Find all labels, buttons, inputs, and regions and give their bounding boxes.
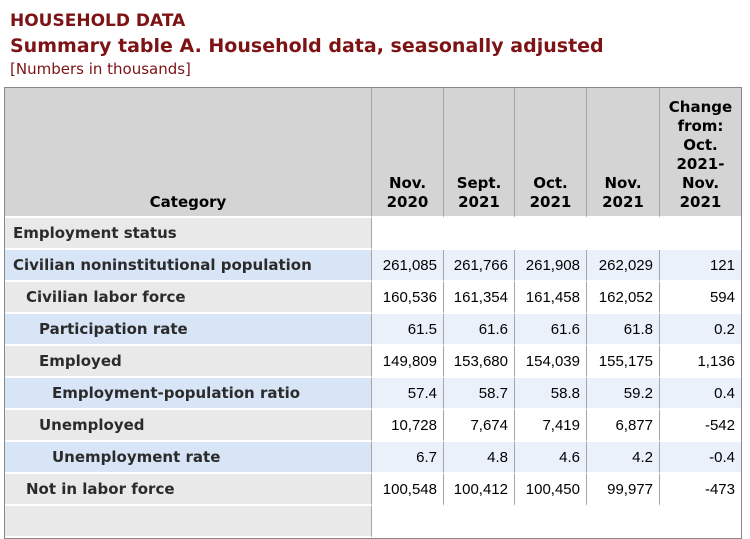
column-header-sept-2021: Sept. 2021 <box>443 88 514 218</box>
column-header-oct-2021: Oct. 2021 <box>514 88 586 218</box>
value-cell: 153,680 <box>443 346 514 378</box>
value-cell: 61.8 <box>586 314 659 346</box>
value-cell: 4.2 <box>586 442 659 474</box>
value-cell: 57.4 <box>371 378 443 410</box>
section-kicker: HOUSEHOLD DATA <box>10 11 186 31</box>
row-label: Not in labor force <box>5 474 371 506</box>
value-cell: 162,052 <box>586 282 659 314</box>
value-cell: 100,450 <box>514 474 586 506</box>
value-cell: 160,536 <box>371 282 443 314</box>
change-value-cell: 1,136 <box>659 346 741 378</box>
partial-row-empty-cell <box>371 506 741 538</box>
value-cell: 59.2 <box>586 378 659 410</box>
change-value-cell: 121 <box>659 250 741 282</box>
change-value-cell: 594 <box>659 282 741 314</box>
row-label: Employed <box>5 346 371 378</box>
value-cell: 100,548 <box>371 474 443 506</box>
value-cell: 6,877 <box>586 410 659 442</box>
partial-row-label-cell <box>5 506 371 538</box>
table-row: Employment-population ratio 57.4 58.7 58… <box>5 378 741 410</box>
section-label: Employment status <box>5 218 371 250</box>
table-row: Employed 149,809 153,680 154,039 155,175… <box>5 346 741 378</box>
section-empty-cell <box>371 218 741 250</box>
table-row: Civilian noninstitutional population 261… <box>5 250 741 282</box>
column-header-nov-2021: Nov. 2021 <box>586 88 659 218</box>
value-cell: 6.7 <box>371 442 443 474</box>
table-row: Unemployed 10,728 7,674 7,419 6,877 -542 <box>5 410 741 442</box>
table-row: Participation rate 61.5 61.6 61.6 61.8 0… <box>5 314 741 346</box>
value-cell: 99,977 <box>586 474 659 506</box>
row-label: Participation rate <box>5 314 371 346</box>
value-cell: 61.5 <box>371 314 443 346</box>
column-header-change: Change from: Oct. 2021- Nov. 2021 <box>659 88 741 218</box>
change-value-cell: 0.2 <box>659 314 741 346</box>
value-cell: 155,175 <box>586 346 659 378</box>
value-cell: 4.8 <box>443 442 514 474</box>
row-label: Unemployment rate <box>5 442 371 474</box>
row-label: Unemployed <box>5 410 371 442</box>
change-value-cell: -542 <box>659 410 741 442</box>
value-cell: 61.6 <box>443 314 514 346</box>
change-value-cell: -473 <box>659 474 741 506</box>
partial-row-clipped <box>5 506 741 538</box>
row-label: Employment-population ratio <box>5 378 371 410</box>
household-data-table: Category Nov. 2020 Sept. 2021 Oct. 2021 … <box>4 87 742 539</box>
value-cell: 262,029 <box>586 250 659 282</box>
value-cell: 149,809 <box>371 346 443 378</box>
value-cell: 7,674 <box>443 410 514 442</box>
value-cell: 61.6 <box>514 314 586 346</box>
page-title: Summary table A. Household data, seasona… <box>10 35 604 57</box>
change-value-cell: 0.4 <box>659 378 741 410</box>
value-cell: 161,354 <box>443 282 514 314</box>
header-row: Category Nov. 2020 Sept. 2021 Oct. 2021 … <box>5 88 741 218</box>
column-header-category: Category <box>5 88 371 218</box>
value-cell: 58.8 <box>514 378 586 410</box>
row-label: Civilian noninstitutional population <box>5 250 371 282</box>
section-row-employment-status: Employment status <box>5 218 741 250</box>
column-header-nov-2020: Nov. 2020 <box>371 88 443 218</box>
value-cell: 161,458 <box>514 282 586 314</box>
table-row: Not in labor force 100,548 100,412 100,4… <box>5 474 741 506</box>
value-cell: 261,085 <box>371 250 443 282</box>
row-label: Civilian labor force <box>5 282 371 314</box>
value-cell: 261,908 <box>514 250 586 282</box>
table-row: Civilian labor force 160,536 161,354 161… <box>5 282 741 314</box>
value-cell: 10,728 <box>371 410 443 442</box>
units-note: [Numbers in thousands] <box>10 60 191 78</box>
table-row: Unemployment rate 6.7 4.8 4.6 4.2 -0.4 <box>5 442 741 474</box>
value-cell: 58.7 <box>443 378 514 410</box>
value-cell: 100,412 <box>443 474 514 506</box>
change-value-cell: -0.4 <box>659 442 741 474</box>
value-cell: 154,039 <box>514 346 586 378</box>
value-cell: 7,419 <box>514 410 586 442</box>
value-cell: 4.6 <box>514 442 586 474</box>
value-cell: 261,766 <box>443 250 514 282</box>
